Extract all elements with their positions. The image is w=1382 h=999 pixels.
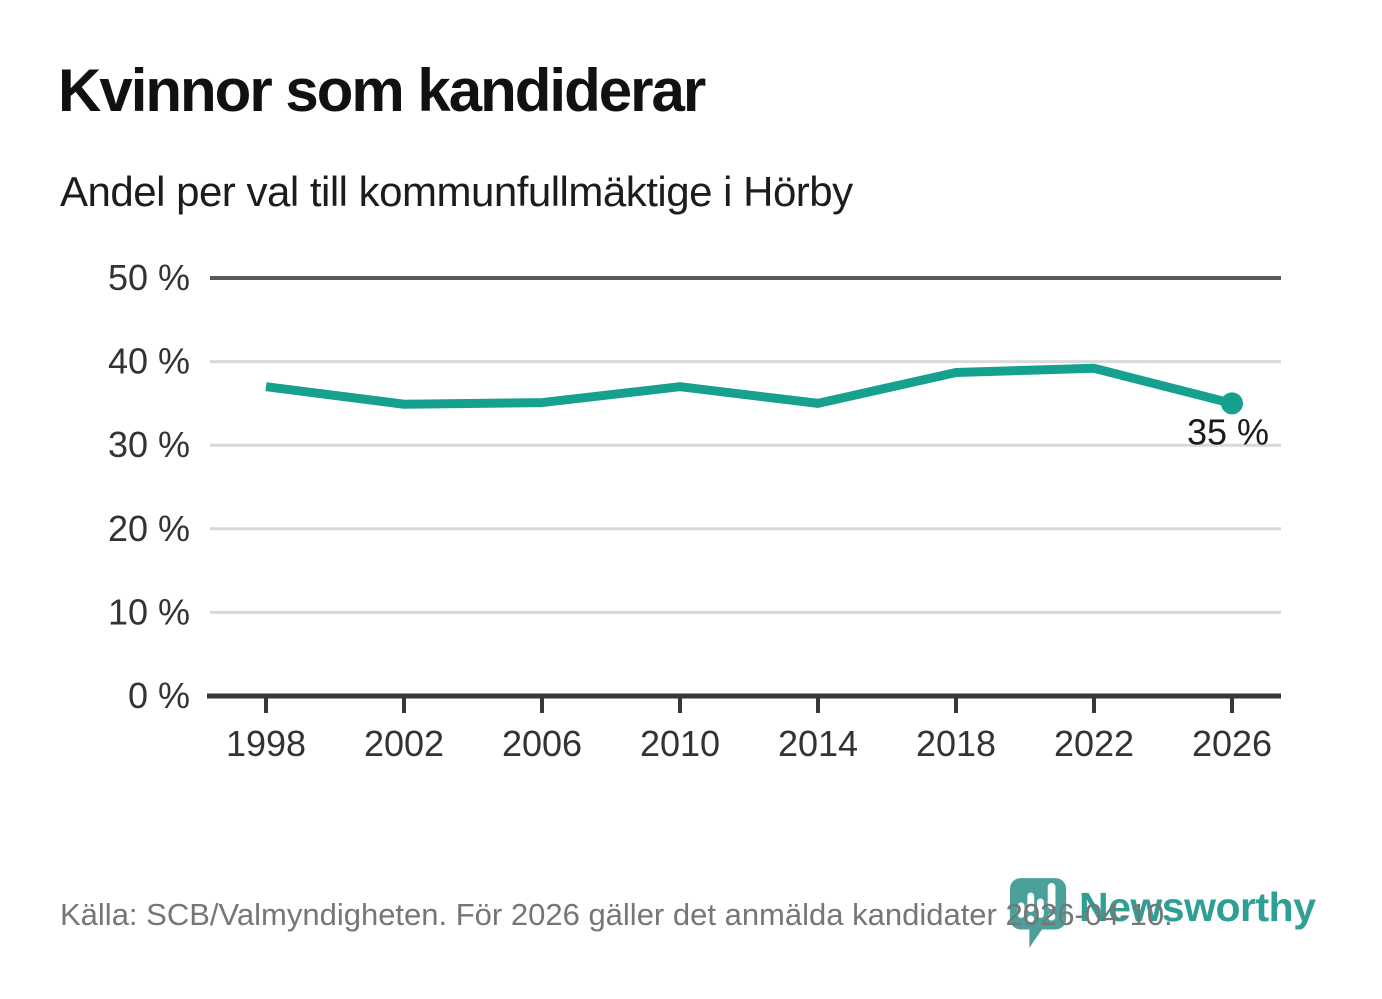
series-line xyxy=(265,363,1234,409)
x-axis-tick-labels: 1998 2002 2006 2010 2014 2018 2022 2026 xyxy=(226,723,1272,764)
end-point-value-label: 35 % xyxy=(1187,411,1269,452)
x-tick-label: 2018 xyxy=(916,723,996,764)
newsworthy-logo-text: Newsworthy xyxy=(1079,884,1316,930)
y-tick-label: 50 % xyxy=(108,257,190,298)
end-point-annotation: 35 % xyxy=(1187,411,1269,452)
y-axis-tick-labels: 0 % 10 % 20 % 30 % 40 % 50 % xyxy=(108,257,190,716)
y-tick-label: 40 % xyxy=(108,341,190,382)
y-tick-label: 0 % xyxy=(128,675,190,716)
x-tick-label: 2006 xyxy=(502,723,582,764)
chart-title: Kvinnor som kandiderar xyxy=(58,57,706,124)
y-tick-label: 20 % xyxy=(108,508,190,549)
x-tick-label: 2002 xyxy=(364,723,444,764)
line-chart: 0 % 10 % 20 % 30 % 40 % 50 % 1998 2002 2006 2010… xyxy=(108,257,1281,764)
y-tick-label: 10 % xyxy=(108,591,190,632)
chart-subtitle: Andel per val till kommunfullmäktige i H… xyxy=(60,168,853,215)
x-tick-label: 1998 xyxy=(226,723,306,764)
newsworthy-logo: Newsworthy xyxy=(1008,876,1316,950)
gridlines xyxy=(210,276,1281,614)
newsworthy-speech-bubble-icon xyxy=(1009,878,1067,948)
end-point-marker xyxy=(1221,392,1243,415)
x-tick-label: 2022 xyxy=(1054,723,1134,764)
source-text: Källa: SCB/Valmyndigheten. För 2026 gäll… xyxy=(60,897,1173,932)
x-tick-label: 2026 xyxy=(1192,723,1272,764)
x-axis xyxy=(207,693,1281,713)
x-tick-label: 2010 xyxy=(640,723,720,764)
data-series xyxy=(265,363,1243,415)
y-tick-label: 30 % xyxy=(108,424,190,465)
x-tick-label: 2014 xyxy=(778,723,858,764)
